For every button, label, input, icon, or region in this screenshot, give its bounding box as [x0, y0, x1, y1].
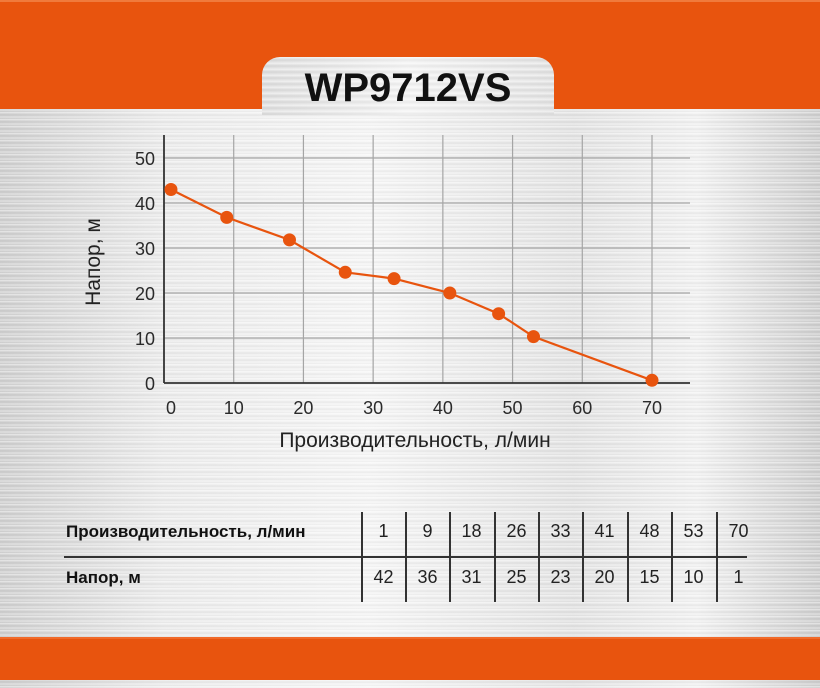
- chart-grid: [164, 135, 690, 383]
- page-title: WP9712VS: [304, 65, 512, 110]
- data-point: [492, 307, 506, 321]
- title-tab: WP9712VS: [262, 57, 554, 115]
- x-tick-label: 30: [363, 398, 383, 418]
- y-tick-label: 10: [135, 329, 155, 349]
- bottom-orange-band: [0, 637, 820, 680]
- y-tick-label: 50: [135, 149, 155, 169]
- data-point: [164, 183, 178, 196]
- x-axis-title: Производительность, л/мин: [279, 429, 550, 452]
- x-tick-labels: 0 10 20 30 40 50 60 70: [166, 398, 662, 418]
- data-point: [338, 265, 352, 279]
- x-tick-label: 50: [503, 398, 523, 418]
- y-tick-label: 20: [135, 284, 155, 304]
- data-point: [282, 233, 296, 247]
- x-tick-label: 40: [433, 398, 453, 418]
- x-tick-label: 70: [642, 398, 662, 418]
- y-tick-label: 40: [135, 194, 155, 214]
- y-tick-labels: 0 10 20 30 40 50: [135, 149, 155, 394]
- series-line: [170, 188, 653, 382]
- y-tick-label: 30: [135, 239, 155, 259]
- x-tick-label: 60: [572, 398, 592, 418]
- x-tick-label: 10: [224, 398, 244, 418]
- data-point: [645, 373, 659, 387]
- data-point: [387, 272, 401, 286]
- data-point: [526, 330, 540, 344]
- y-axis-title: Напор, м: [82, 218, 105, 306]
- data-point: [220, 210, 234, 224]
- chart-axes: [163, 135, 690, 384]
- data-points: [164, 183, 659, 387]
- x-tick-label: 20: [293, 398, 313, 418]
- data-point: [443, 286, 457, 300]
- x-tick-label: 0: [166, 398, 176, 418]
- y-tick-label: 0: [145, 374, 155, 394]
